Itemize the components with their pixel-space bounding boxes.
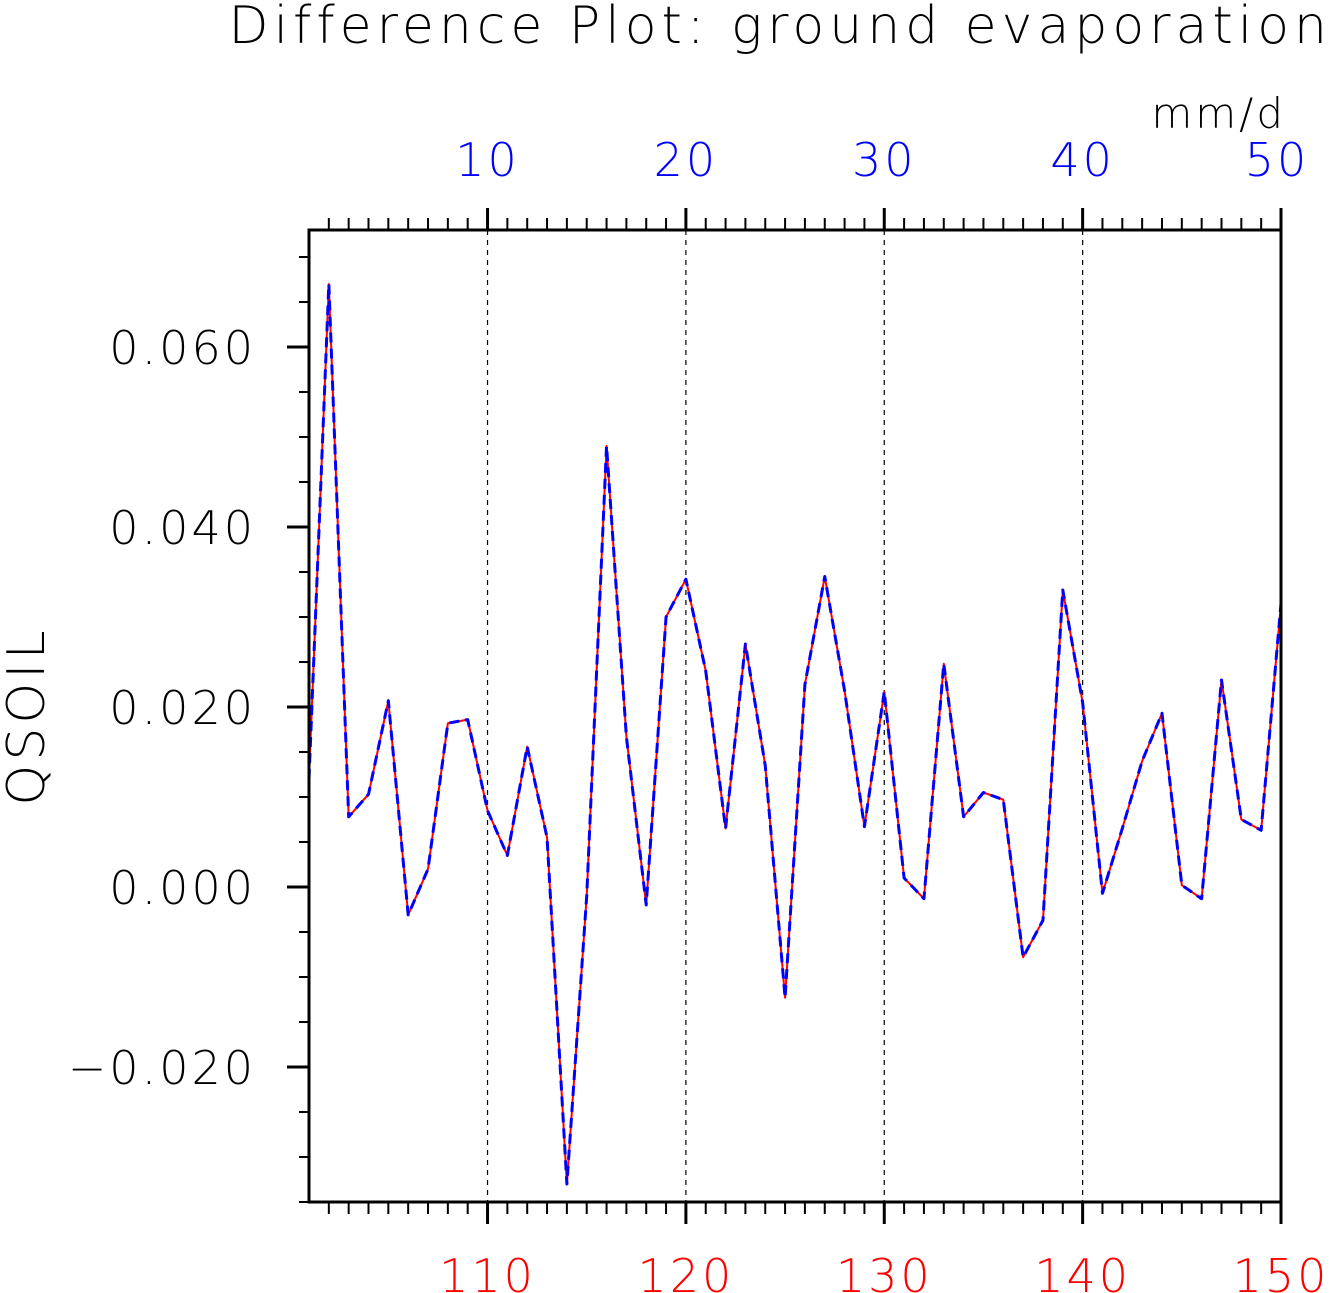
x-top-tick-label: 20 — [654, 133, 719, 187]
x-bottom-tick-label: 130 — [836, 1249, 933, 1293]
y-tick-label: −0.020 — [68, 1041, 256, 1095]
y-tick-label: 0.020 — [109, 681, 256, 735]
y-axis-label: QSOIL — [0, 626, 57, 805]
plot-frame — [307, 228, 1283, 1204]
x-bottom-tick-label: 110 — [439, 1249, 536, 1293]
series-line-top — [307, 282, 1283, 1186]
y-tick-label: 0.040 — [109, 501, 256, 555]
x-bottom-tick-label: 140 — [1034, 1249, 1131, 1293]
x-top-tick-label: 40 — [1050, 133, 1115, 187]
grid-lines — [486, 230, 1084, 1202]
chart-title: Difference Plot: ground evaporation — [229, 0, 1332, 56]
x-bottom-tick-label: 150 — [1233, 1249, 1330, 1293]
series-lines — [307, 282, 1283, 1186]
tick-marks — [287, 208, 1283, 1224]
x-top-tick-label: 50 — [1245, 133, 1310, 187]
series-line-bottom — [308, 283, 1282, 1185]
x-top-tick-label: 30 — [852, 133, 917, 187]
units-label: mm/d — [1151, 89, 1286, 138]
x-bottom-tick-label: 120 — [637, 1249, 734, 1293]
y-tick-label: 0.000 — [109, 861, 256, 915]
y-tick-label: 0.060 — [109, 321, 256, 375]
tick-labels: 0.060 0.040 0.020 0.000 −0.020 110 120 130 140 15… — [68, 133, 1330, 1293]
x-top-tick-label: 10 — [455, 133, 520, 187]
